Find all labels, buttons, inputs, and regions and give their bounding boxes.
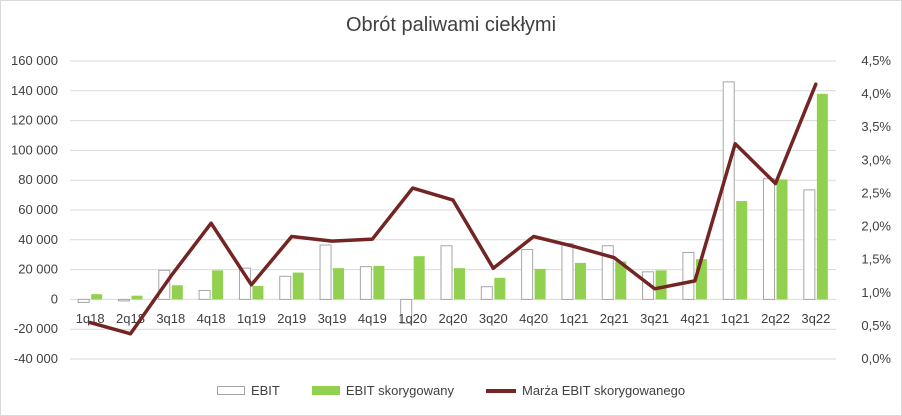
bar-ebit [763,178,776,300]
bar-ebit [521,248,534,300]
x-tick-label: 4q19 [358,311,387,326]
y-left-tick-label: 40 000 [18,232,58,247]
bar-ebit-adjusted [373,265,385,300]
y-right-tick-label: 1,0% [861,285,891,300]
x-tick-label: 1q18 [76,311,105,326]
bar-ebit-adjusted [91,294,103,300]
y-right-tick-label: 0,0% [861,351,891,366]
line-margin [88,82,818,336]
bar-ebit-adjusted [131,295,143,300]
bar-ebit-adjusted [413,256,425,300]
x-tick-label: 3q22 [801,311,830,326]
x-tick-label: 1q21 [721,311,750,326]
bar-ebit [319,244,332,300]
bar-ebit-adjusted [494,277,506,300]
bar-ebit [561,243,574,300]
x-tick-label: 2q21 [600,311,629,326]
x-tick-label: 3q20 [479,311,508,326]
bar-ebit-adjusted [816,93,828,300]
y-right-tick-label: 1,5% [861,252,891,267]
x-tick-label: 3q18 [156,311,185,326]
bar-ebit-adjusted [776,179,788,300]
y-left-tick-label: 60 000 [18,202,58,217]
bar-ebit [480,286,493,300]
y-left-tick-label: 0 [51,291,58,306]
x-tick-label: 2q20 [439,311,468,326]
x-tick-label: 2q19 [277,311,306,326]
legend-label-ebit: EBIT [250,383,280,398]
y-left-tick-label: 160 000 [11,53,58,68]
y-left-tick-label: -20 000 [14,321,58,336]
legend-swatch-ebit-adjusted [311,386,340,395]
y-right-tick-label: 0,5% [861,318,891,333]
bar-ebit [601,245,614,300]
bar-ebit-adjusted [615,261,627,300]
x-tick-label: 1q19 [237,311,266,326]
y-right-tick-label: 3,0% [861,152,891,167]
y-right-tick-label: 3,5% [861,119,891,134]
y-right-tick-label: 2,5% [861,185,891,200]
chart-title: Obrót paliwami ciekłymi [345,14,557,36]
bar-ebit-adjusted [695,259,707,300]
y-right-tick-label: 4,5% [861,53,891,68]
bar-ebit-adjusted [252,285,264,300]
y-left-tick-label: 120 000 [11,113,58,128]
bar-ebit-adjusted [736,201,748,300]
x-tick-label: 4q20 [519,311,548,326]
x-tick-label: 4q21 [680,311,709,326]
y-left-tick-label: -40 000 [14,351,58,366]
bar-ebit [279,275,292,300]
x-tick-label: 3q19 [318,311,347,326]
bar-ebit-adjusted [212,270,224,300]
bar-ebit-adjusted [574,262,586,300]
bar-ebit [440,245,453,300]
bar-ebit [117,298,130,302]
bar-ebit [359,266,372,300]
y-right-tick-label: 2,0% [861,219,891,234]
legend-item-ebit-adjusted: EBIT skorygowany [311,383,454,398]
bar-ebit [722,81,735,300]
x-tick-label: 1q20 [398,311,427,326]
legend-item-ebit: EBIT [216,383,280,398]
bar-ebit [198,289,211,300]
y-left-tick-label: 20 000 [18,262,58,277]
legend: EBIT EBIT skorygowany Marża EBIT skorygo… [0,383,902,398]
y-right-tick-label: 4,0% [861,86,891,101]
bar-ebit [400,298,413,324]
x-tick-label: 2q22 [761,311,790,326]
bar-ebit-adjusted [171,285,183,300]
x-tick-label: 1q21 [559,311,588,326]
y-left-tick-label: 140 000 [11,83,58,98]
x-tick-label: 3q21 [640,311,669,326]
legend-label-margin: Marża EBIT skorygowanego [521,383,686,398]
bar-ebit-adjusted [655,270,667,300]
legend-label-ebit-adjusted: EBIT skorygowany [345,383,454,398]
x-tick-label: 4q18 [197,311,226,326]
bar-ebit [77,298,90,303]
legend-swatch-ebit [216,386,245,395]
bar-ebit-adjusted [292,272,304,300]
y-left-tick-label: 100 000 [11,142,58,157]
y-left-tick-label: 80 000 [18,172,58,187]
legend-item-margin: Marża EBIT skorygowanego [485,383,686,398]
legend-swatch-margin [485,388,516,393]
bar-ebit-adjusted [454,268,465,300]
bar-ebit-adjusted [333,268,345,300]
bar-ebit-adjusted [534,268,546,300]
bar-ebit [682,251,695,300]
bar-ebit [803,189,816,300]
